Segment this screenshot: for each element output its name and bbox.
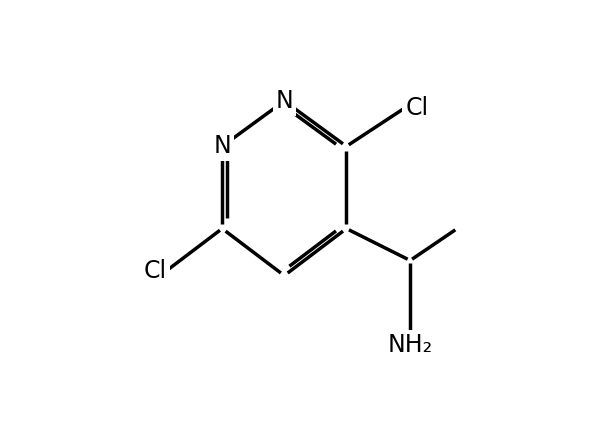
Text: NH₂: NH₂ (388, 333, 433, 357)
Text: N: N (213, 134, 231, 158)
Text: Cl: Cl (405, 96, 428, 120)
Text: N: N (276, 89, 293, 113)
Text: Cl: Cl (144, 259, 167, 283)
